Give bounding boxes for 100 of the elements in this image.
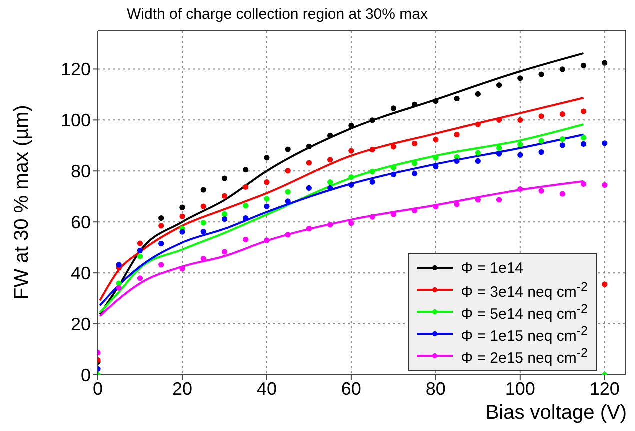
y-tick-label: 40 [70,263,91,284]
point [454,96,460,102]
point [116,262,122,268]
point [433,155,439,161]
point [496,197,502,203]
point [433,204,439,210]
point [412,208,418,214]
point [560,136,566,142]
point [580,134,587,141]
x-tick-label: 100 [505,378,536,399]
chart-title: Width of charge collection region at 30% max [126,6,429,23]
point [222,211,228,218]
point [496,117,502,123]
y-tick-label: 80 [70,162,91,182]
point [538,72,544,78]
point [390,106,396,112]
point [390,144,396,150]
point [243,203,249,209]
point [200,220,206,226]
point [370,179,376,185]
point [348,220,354,226]
legend-label: Φ = 1e15 neq cm$^{-2}$ [461,324,588,344]
point [580,181,587,187]
y-axis-title: FW at 30 % max (µm) [10,105,34,300]
point [538,138,544,144]
point [137,254,144,260]
x-tick-label: 40 [256,378,277,399]
point [285,168,291,174]
point [285,146,291,152]
point [475,150,481,156]
point [137,240,144,246]
point [518,117,524,123]
point [137,276,144,282]
point [222,193,228,199]
x-tick-label: 120 [590,378,620,399]
point [158,215,164,222]
point [602,182,608,188]
point [200,204,206,210]
point [602,140,608,146]
point [475,122,481,128]
x-tick-label: 60 [341,378,362,399]
point [370,118,376,124]
point [518,152,524,158]
point [454,132,460,138]
legend-label: Φ = 1e14 [461,260,524,276]
point [264,204,270,210]
point [222,176,228,182]
y-tick-label: 0 [80,365,91,386]
point [580,141,587,147]
point [560,191,566,197]
point [496,151,502,157]
point [560,66,566,72]
point [116,285,122,291]
point [348,148,354,154]
point [560,112,566,118]
point [496,82,502,88]
point [538,188,544,194]
point [158,240,164,247]
point [285,189,291,195]
point [328,185,334,192]
point [306,144,312,150]
y-tick-label: 100 [60,110,91,131]
point [433,98,439,104]
point [158,262,164,268]
point [433,164,439,170]
point [580,108,587,114]
point [328,157,334,163]
point [116,280,122,286]
point [180,214,186,220]
point [518,186,524,192]
point [222,249,228,255]
point [370,214,376,220]
point [306,160,312,166]
legend-label: Φ = 3e14 neq cm$^{-2}$ [461,280,588,300]
point [412,160,418,166]
point [200,228,206,235]
point [390,172,396,178]
point [180,204,186,210]
point [390,164,396,170]
point [518,142,524,148]
point [158,223,164,229]
point [538,114,544,120]
y-tick-label: 20 [70,314,91,334]
point [412,102,418,108]
x-tick-label: 20 [172,378,192,399]
point [306,185,312,192]
x-tick-label: 80 [426,378,446,399]
point [348,182,354,188]
point [538,149,544,156]
y-tick-label: 60 [70,212,91,232]
point [264,238,270,244]
point [602,282,608,288]
point [264,196,270,202]
point [560,142,566,148]
point [454,202,460,208]
x-tick-label: 0 [92,378,104,399]
point [370,168,376,174]
point [264,155,270,161]
point [328,180,334,186]
point [306,226,312,232]
